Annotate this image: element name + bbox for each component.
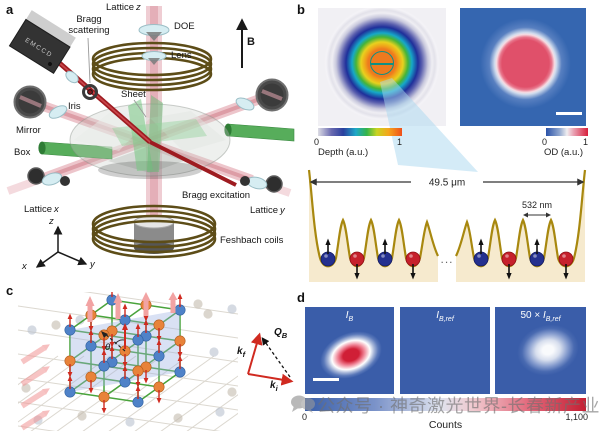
label-mirror: Mirror [16, 125, 41, 136]
label-sheet: Sheet [121, 89, 146, 100]
counts-max: 1,100 [565, 412, 588, 422]
label-bragg-excitation: Bragg excitation [181, 190, 251, 201]
top-coil [91, 41, 213, 92]
mirrors-and-lenses [13, 78, 289, 193]
reference-blob [511, 317, 585, 383]
ellipsis: ... [440, 252, 453, 266]
label-iris: Iris [68, 101, 81, 112]
label-b-field: B [247, 36, 255, 48]
axis-label-z: z [49, 216, 54, 227]
scattered-beam-arrows [85, 292, 178, 322]
od-min: 0 [542, 137, 548, 147]
theta-label: θ [105, 342, 111, 353]
iris-optic [65, 70, 98, 100]
ki-label: ki [270, 380, 278, 393]
panel-b-letter: b [297, 2, 305, 17]
label-feshbach-coils: Feshbach coils [220, 235, 284, 246]
image-2-label: IB,ref [436, 310, 454, 323]
panel-d-letter: d [297, 290, 305, 305]
depth-colorbar [318, 128, 402, 136]
label-box: Box [14, 147, 31, 158]
reference-image: IB,ref [400, 307, 490, 394]
emccd-camera: EMCCD [8, 10, 76, 75]
depth-caption: Depth (a.u.) [318, 147, 369, 158]
amplified-reference-image: 50 × IB,ref [495, 307, 586, 394]
axis-label-y: y [90, 259, 95, 270]
box-width-label: 49.5 μm [429, 178, 465, 189]
od-max: 1 [583, 137, 589, 147]
axis-label-x: x [22, 261, 27, 272]
scale-bar [556, 112, 582, 115]
image-1-label: IB [345, 310, 354, 323]
box-beams [38, 123, 295, 160]
zoom-fan [380, 78, 478, 172]
depth-min: 0 [314, 137, 320, 147]
lattice-atoms [64, 292, 186, 414]
label-lattice-z: Lattice z [106, 2, 141, 13]
coordinate-axes [35, 225, 88, 268]
label-bragg-scattering: Bragg scattering [68, 14, 110, 36]
label-doe: DOE [174, 21, 195, 32]
counts-caption: Counts [428, 419, 463, 431]
feshbach-assembly [91, 204, 217, 259]
k-vector-diagram [247, 332, 294, 386]
leader-lines [87, 37, 147, 118]
label-lattice-y: Lattice y [250, 205, 285, 216]
well-fill-right [456, 170, 585, 282]
od-colorbar [546, 128, 588, 136]
glass-cell [69, 103, 231, 179]
panel-a-apparatus: EMCCD [6, 6, 295, 268]
qb-label: QB [274, 327, 288, 340]
label-lens: Lens [171, 50, 192, 61]
panel-c-lattice: θ [18, 292, 238, 431]
depth-profile-image [318, 8, 446, 126]
watermark-text: 公众号 · 神奇激光世界-长春新产业 [317, 396, 600, 416]
doe-lens-optics [138, 24, 170, 65]
chat-bubbles-icon [291, 395, 315, 413]
image-3-label: 50 × IB,ref [520, 310, 561, 323]
panel-a-letter: a [6, 2, 14, 17]
bragg-signal-image: IB [305, 307, 394, 394]
theta-annotation: θ [101, 323, 128, 353]
counts-min: 0 [302, 412, 308, 422]
incident-beam-arrows [20, 344, 50, 431]
background-lattice [18, 292, 238, 431]
label-lattice-x: Lattice x [24, 204, 59, 215]
depth-max: 1 [397, 137, 403, 147]
trapped-atoms [320, 238, 574, 280]
panel-c-letter: c [6, 283, 14, 298]
od-caption: OD (a.u.) [544, 147, 584, 158]
well-fill-left [309, 170, 438, 282]
counts-colorbar [305, 398, 586, 411]
od-image [460, 8, 586, 126]
lattice-wells-diagram: 49.5 μm 532 nm ... [307, 169, 587, 282]
scale-bar [313, 378, 339, 381]
spacing-label: 532 nm [522, 200, 552, 210]
box-trap-symbol [370, 51, 394, 75]
kf-label: kf [237, 346, 246, 359]
